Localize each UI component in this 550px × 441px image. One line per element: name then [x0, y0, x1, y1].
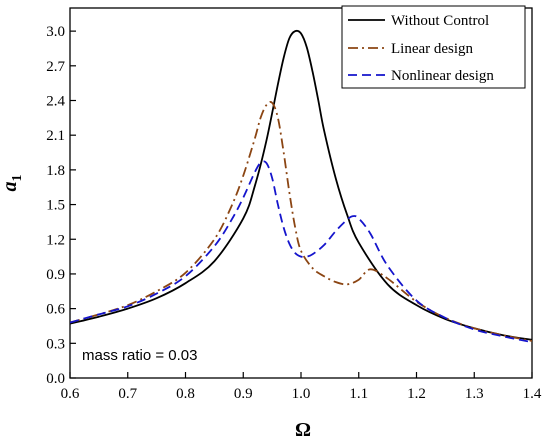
- y-tick-label: 1.5: [46, 198, 65, 214]
- x-tick-label: 0.9: [234, 386, 253, 402]
- x-tick-label: 1.2: [407, 386, 426, 402]
- x-tick-label: 0.7: [118, 386, 137, 402]
- x-tick-label: 0.6: [61, 386, 80, 402]
- x-axis-label: Ω: [295, 419, 311, 441]
- legend-label-without-control: Without Control: [391, 13, 489, 29]
- y-tick-label: 1.8: [46, 163, 65, 179]
- x-tick-label: 1.1: [349, 386, 368, 402]
- series-without-control: [70, 29, 532, 341]
- y-tick-label: 3.0: [46, 24, 65, 40]
- series-nonlinear-design: [70, 160, 532, 344]
- annotation-mass-ratio: mass ratio = 0.03: [82, 347, 197, 364]
- y-axis-label-main: a: [0, 182, 21, 192]
- x-tick-label: 1.0: [292, 386, 311, 402]
- y-tick-label: 2.1: [46, 128, 65, 144]
- y-tick-label: 2.4: [46, 94, 65, 110]
- x-tick-label: 0.8: [176, 386, 195, 402]
- x-tick-label: 1.4: [523, 386, 542, 402]
- y-tick-label: 0.3: [46, 336, 65, 352]
- y-axis-label-subscript: 1: [10, 175, 25, 182]
- x-tick-label: 1.3: [465, 386, 484, 402]
- legend: Without Control Linear design Nonlinear …: [341, 5, 526, 89]
- ticks-layer: 0.6 0.7 0.8 0.9 1.0 1.1 1.2 1.3 1.4 0.0 0.3 0.6 0.9 1…: [46, 24, 542, 402]
- y-tick-label: 0.0: [46, 371, 65, 387]
- y-tick-label: 0.6: [46, 302, 65, 318]
- legend-label-linear-design: Linear design: [391, 41, 474, 57]
- y-tick-label: 2.7: [46, 59, 65, 75]
- y-tick-label: 1.2: [46, 232, 65, 248]
- series-layer: [70, 29, 532, 344]
- series-linear-design: [70, 101, 532, 342]
- y-tick-label: 0.9: [46, 267, 65, 283]
- legend-label-nonlinear-design: Nonlinear design: [391, 68, 494, 84]
- y-axis-label: a1: [0, 175, 25, 192]
